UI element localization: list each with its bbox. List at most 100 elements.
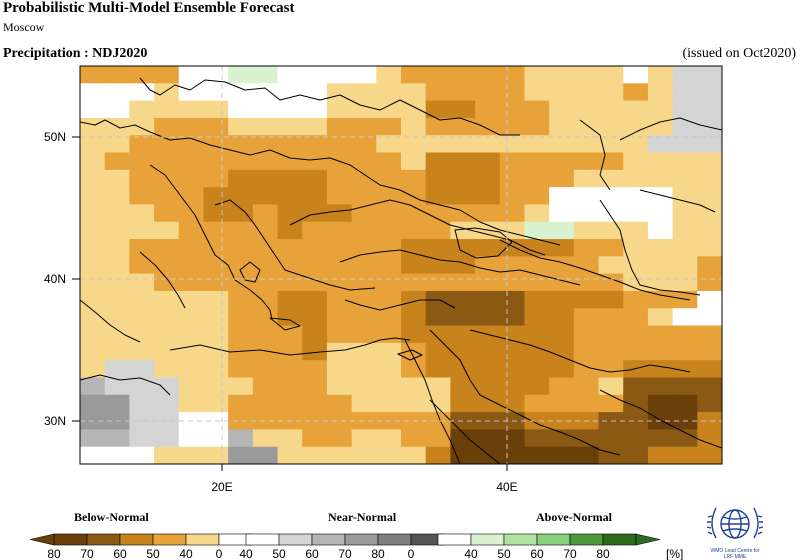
grid-cell (351, 221, 377, 240)
grid-cell (549, 446, 575, 464)
grid-cell (326, 360, 353, 379)
grid-cell (129, 117, 155, 136)
grid-cell (598, 204, 624, 223)
grid-cell (104, 394, 130, 413)
grid-cell (425, 83, 451, 102)
grid-cell (351, 83, 377, 102)
grid-cell (598, 169, 624, 188)
grid-cell (425, 66, 451, 84)
grid-cell (450, 187, 476, 206)
grid-cell (277, 83, 303, 102)
grid-cell (154, 342, 180, 361)
grid-cell (178, 83, 205, 102)
grid-cell (499, 83, 526, 102)
grid-cell (376, 117, 402, 136)
lon-label-40e: 40E (496, 480, 517, 494)
grid-cell (499, 66, 526, 84)
legend-above-normal-title: Above-Normal (536, 510, 612, 524)
grid-cell (154, 412, 180, 430)
grid-cell (228, 446, 254, 464)
grid-cell (647, 204, 674, 223)
grid-cell (302, 429, 328, 448)
grid-cell (351, 239, 377, 257)
grid-cell (326, 187, 353, 206)
grid-cell (252, 187, 279, 206)
legend-color-box (245, 533, 280, 546)
grid-cell (623, 429, 649, 448)
grid-cell (154, 360, 180, 379)
grid-cell (573, 342, 600, 361)
grid-cell (302, 152, 328, 171)
grid-cell (80, 377, 106, 396)
grid-cell (302, 100, 328, 119)
legend-tick-label: 50 (497, 547, 511, 560)
grid-cell (524, 256, 550, 275)
grid-cell (129, 273, 155, 292)
grid-cell (647, 360, 674, 379)
grid-cell (178, 446, 205, 464)
grid-cell (524, 100, 550, 119)
grid-cell (351, 273, 377, 292)
grid-cell (351, 117, 377, 136)
grid-cell (672, 135, 698, 154)
grid-cell (80, 100, 106, 119)
grid-cell (326, 221, 353, 240)
grid-cell (154, 100, 180, 119)
grid-cell (104, 239, 130, 257)
grid-cell (401, 273, 427, 292)
grid-cell (228, 256, 254, 275)
grid-cell (672, 100, 698, 119)
grid-cell (203, 187, 229, 206)
grid-cell (647, 446, 674, 464)
grid-cell (326, 83, 353, 102)
grid-cell (228, 100, 254, 119)
grid-cell (672, 66, 698, 84)
grid-cell (549, 169, 575, 188)
grid-cell (672, 325, 698, 344)
grid-cell (326, 273, 353, 292)
grid-cell (475, 221, 501, 240)
grid-cell (524, 412, 550, 430)
grid-cell (326, 135, 353, 154)
grid-cell (129, 394, 155, 413)
grid-cell (252, 412, 279, 430)
grid-cell (450, 169, 476, 188)
legend-color-box (344, 533, 379, 546)
grid-cell (672, 187, 698, 206)
grid-cell (228, 83, 254, 102)
grid-cell (326, 290, 353, 309)
legend-color-box (536, 533, 571, 546)
grid-cell (623, 325, 649, 344)
grid-cell (697, 446, 722, 464)
forecast-center: Moscow (3, 20, 45, 34)
grid-cell (697, 412, 722, 430)
grid-cell (129, 83, 155, 102)
grid-cell (401, 308, 427, 327)
grid-cell (672, 429, 698, 448)
grid-cell (228, 169, 254, 188)
grid-cell (154, 394, 180, 413)
grid-cell (647, 273, 674, 292)
grid-cell (203, 221, 229, 240)
grid-cell (228, 273, 254, 292)
grid-cell (326, 308, 353, 327)
grid-cell (228, 117, 254, 136)
grid-cell (672, 308, 698, 327)
grid-cell (302, 169, 328, 188)
grid-cell (524, 204, 550, 223)
grid-cell (302, 239, 328, 257)
grid-cell (154, 308, 180, 327)
grid-cell (302, 204, 328, 223)
grid-cell (425, 360, 451, 379)
grid-cell (376, 152, 402, 171)
grid-cell (351, 360, 377, 379)
grid-cell (228, 429, 254, 448)
issue-date-label: (issued on Oct2020) (682, 46, 796, 61)
grid-cell (697, 100, 722, 119)
grid-cell (351, 204, 377, 223)
grid-cell (252, 308, 279, 327)
grid-cell (376, 308, 402, 327)
grid-cell (277, 429, 303, 448)
grid-cell (178, 308, 205, 327)
grid-cell (129, 446, 155, 464)
